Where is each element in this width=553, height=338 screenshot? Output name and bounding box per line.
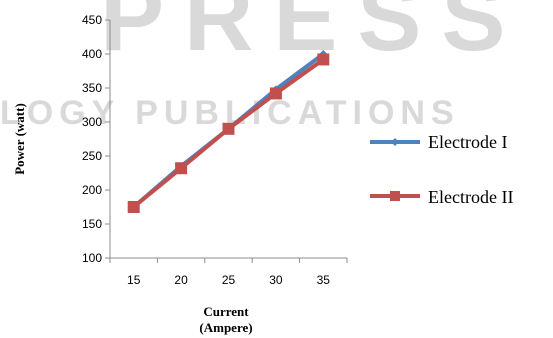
y-tick-label: 350 (82, 81, 102, 95)
data-point-electrode-ii (175, 162, 188, 175)
legend-marker-electrode-i (391, 138, 399, 146)
x-tick-label: 25 (222, 273, 236, 287)
legend-item-electrode-ii: Electrode II (370, 187, 513, 207)
y-tick-label: 450 (82, 13, 102, 27)
data-point-electrode-ii (317, 53, 330, 66)
y-tick-label: 250 (82, 149, 102, 163)
legend-item-electrode-i: Electrode I (370, 132, 507, 152)
data-point-electrode-ii (222, 122, 235, 135)
y-axis-title: Power (watt) (12, 103, 27, 175)
y-tick-label: 150 (82, 217, 102, 231)
x-tick-label: 20 (174, 273, 188, 287)
watermark-top-text: PRESS (100, 0, 525, 71)
data-point-electrode-ii (269, 87, 282, 100)
data-point-electrode-ii (127, 201, 140, 213)
watermark: PRESS LOGY PUBLICATIONS (0, 0, 525, 132)
x-tick-label: 15 (127, 273, 141, 287)
legend-marker-electrode-ii (390, 191, 400, 201)
series-layer (127, 50, 330, 213)
y-axis-ticks: 100 150 200 250 300 350 400 450 (82, 13, 110, 265)
y-tick-label: 300 (82, 115, 102, 129)
x-axis-title-line2: (Ampere) (199, 320, 252, 335)
x-axis-ticks: 15 20 25 30 35 (109, 258, 348, 287)
legend-label-electrode-i: Electrode I (428, 132, 507, 152)
y-tick-label: 400 (82, 47, 102, 61)
y-tick-label: 100 (82, 251, 102, 265)
legend-label-electrode-ii: Electrode II (428, 187, 513, 207)
x-tick-label: 30 (269, 273, 283, 287)
x-tick-label: 35 (317, 273, 331, 287)
legend: Electrode I Electrode II (370, 132, 513, 207)
x-axis-title-line1: Current (203, 304, 249, 319)
y-tick-label: 200 (82, 183, 102, 197)
